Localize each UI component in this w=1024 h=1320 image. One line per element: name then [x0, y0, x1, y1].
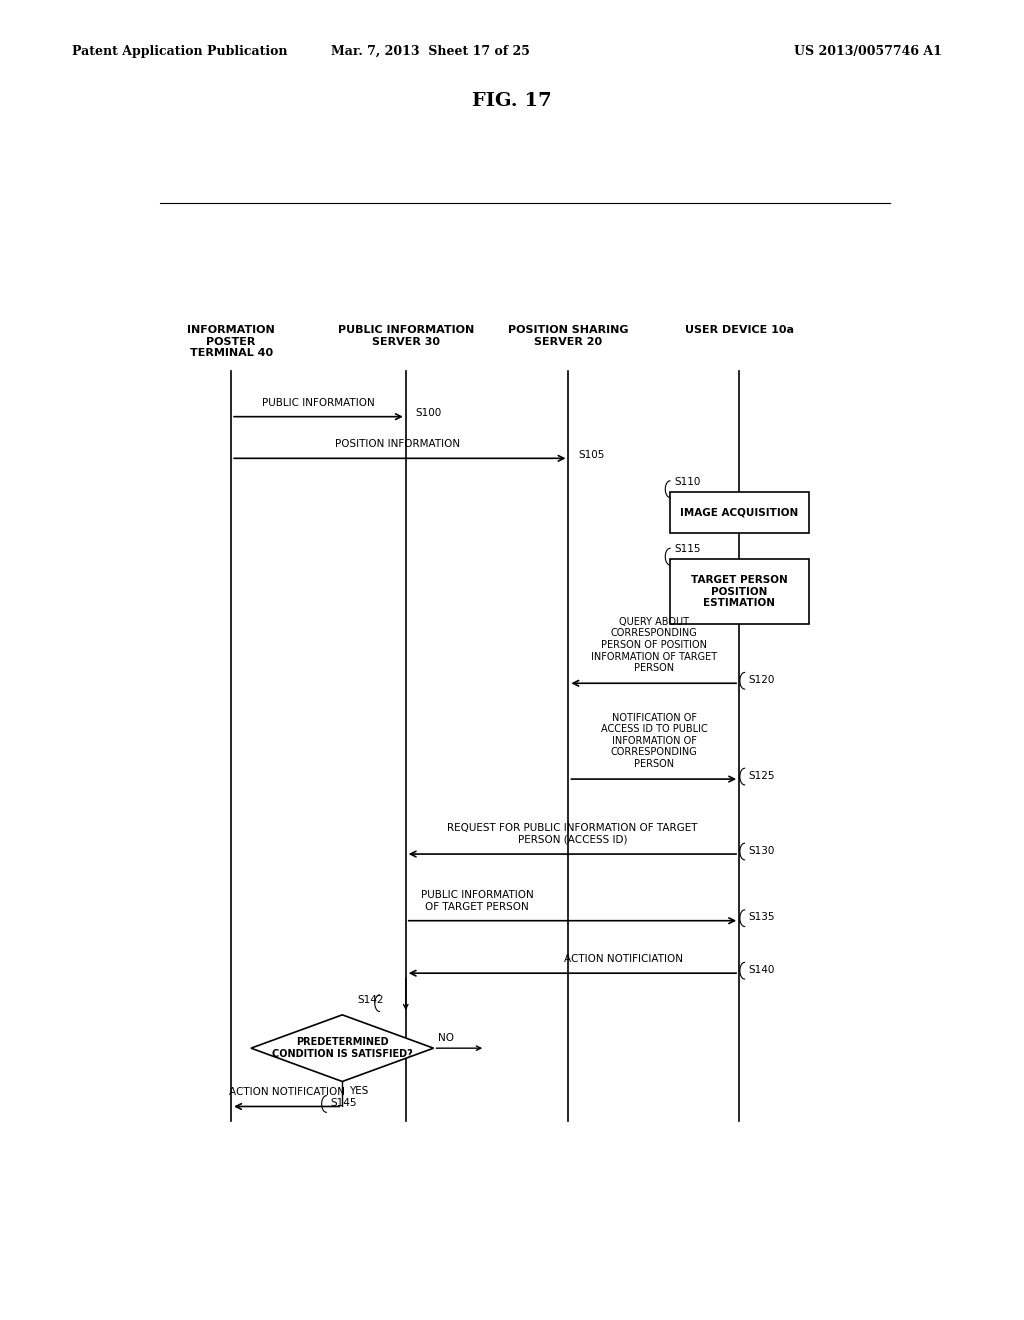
Text: ACTION NOTIFICATION: ACTION NOTIFICATION: [228, 1088, 345, 1097]
Text: S125: S125: [749, 771, 775, 780]
Text: S140: S140: [749, 965, 775, 975]
Text: NOTIFICATION OF
ACCESS ID TO PUBLIC
INFORMATION OF
CORRESPONDING
PERSON: NOTIFICATION OF ACCESS ID TO PUBLIC INFO…: [601, 713, 708, 770]
Text: NO: NO: [437, 1034, 454, 1043]
Text: S115: S115: [674, 544, 700, 554]
Text: USER DEVICE 10a: USER DEVICE 10a: [685, 325, 794, 335]
Text: ACTION NOTIFICIATION: ACTION NOTIFICIATION: [564, 954, 683, 964]
Text: QUERY ABOUT
CORRESPONDING
PERSON OF POSITION
INFORMATION OF TARGET
PERSON: QUERY ABOUT CORRESPONDING PERSON OF POSI…: [591, 616, 717, 673]
Text: PUBLIC INFORMATION: PUBLIC INFORMATION: [262, 397, 375, 408]
Text: S142: S142: [357, 995, 384, 1005]
Text: PUBLIC INFORMATION
OF TARGET PERSON: PUBLIC INFORMATION OF TARGET PERSON: [421, 890, 534, 912]
Text: Mar. 7, 2013  Sheet 17 of 25: Mar. 7, 2013 Sheet 17 of 25: [331, 45, 529, 58]
Text: S105: S105: [578, 450, 604, 459]
Text: INFORMATION
POSTER
TERMINAL 40: INFORMATION POSTER TERMINAL 40: [187, 325, 275, 358]
Text: S100: S100: [416, 408, 441, 418]
Text: S110: S110: [674, 477, 700, 487]
Text: TARGET PERSON
POSITION
ESTIMATION: TARGET PERSON POSITION ESTIMATION: [691, 576, 787, 609]
Text: S130: S130: [749, 846, 775, 855]
Text: POSITION INFORMATION: POSITION INFORMATION: [335, 440, 461, 449]
Text: S145: S145: [331, 1098, 357, 1109]
Text: S135: S135: [749, 912, 775, 923]
Text: PUBLIC INFORMATION
SERVER 30: PUBLIC INFORMATION SERVER 30: [338, 325, 474, 347]
Polygon shape: [251, 1015, 433, 1081]
Text: FIG. 17: FIG. 17: [472, 92, 552, 111]
Text: Patent Application Publication: Patent Application Publication: [72, 45, 287, 58]
Text: IMAGE ACQUISITION: IMAGE ACQUISITION: [680, 507, 798, 517]
Text: US 2013/0057746 A1: US 2013/0057746 A1: [795, 45, 942, 58]
Text: POSITION SHARING
SERVER 20: POSITION SHARING SERVER 20: [508, 325, 629, 347]
Text: PREDETERMINED
CONDITION IS SATISFIED?: PREDETERMINED CONDITION IS SATISFIED?: [272, 1038, 413, 1059]
Text: S120: S120: [749, 675, 775, 685]
Bar: [670, 560, 809, 624]
Text: YES: YES: [348, 1085, 368, 1096]
Text: REQUEST FOR PUBLIC INFORMATION OF TARGET
PERSON (ACCESS ID): REQUEST FOR PUBLIC INFORMATION OF TARGET…: [447, 824, 697, 845]
Bar: [670, 491, 809, 533]
